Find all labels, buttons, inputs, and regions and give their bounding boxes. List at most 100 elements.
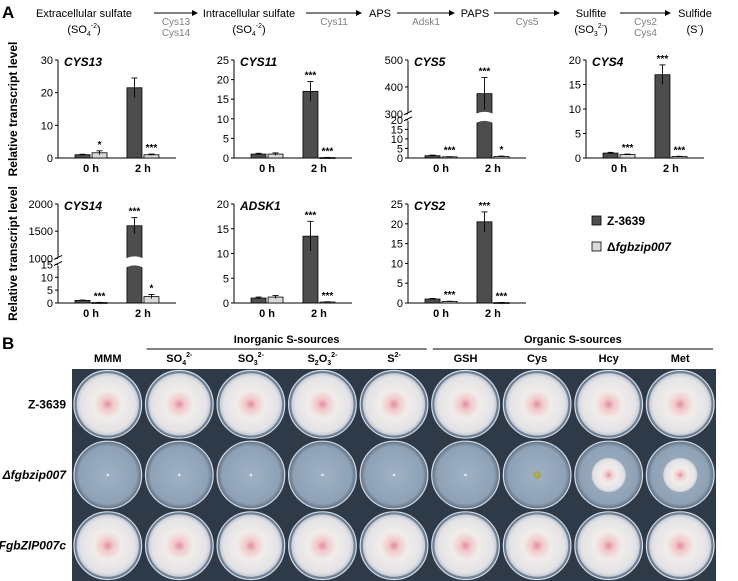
y-tick-label: 20	[41, 88, 53, 100]
petri-plate	[645, 369, 715, 439]
y-tick-label: 15	[217, 224, 229, 236]
legend-label: Δfgbzip007	[607, 240, 672, 254]
row-label: FgbZIP007c	[0, 539, 66, 553]
inoculum-dot	[249, 473, 253, 477]
column-label: Cys	[527, 353, 547, 365]
pathway-step: Intracellular sulfate	[203, 8, 295, 20]
pathway-arrowhead	[356, 10, 362, 16]
column-label: Met	[671, 353, 690, 365]
chart-title: CYS2	[414, 199, 446, 213]
significance-stars: ***	[322, 146, 334, 157]
pathway-step: Sulfide	[678, 8, 712, 20]
y-tick-label: 20	[569, 55, 581, 67]
row-label: Z-3639	[28, 397, 66, 411]
y-tick-label: 10	[41, 120, 53, 132]
significance-stars: *	[98, 140, 102, 151]
y-tick-label: 10	[391, 134, 403, 146]
chart-cys11: 0 5 10 15 20 25 CYS11 0 h 2 h *** ***	[217, 55, 352, 175]
group-label: Inorganic S-sources	[234, 334, 340, 346]
significance-stars: ***	[479, 66, 491, 77]
group-label: Organic S-sources	[524, 334, 622, 346]
legend-swatch	[591, 241, 602, 252]
chart-legend: Z-3639 Δfgbzip007	[591, 214, 672, 254]
petri-plate	[288, 440, 357, 510]
y-tick-label: 15	[41, 259, 53, 271]
mycelium-colony	[577, 514, 640, 577]
mycelium-colony	[649, 373, 712, 436]
pathway-enzyme: Cys14	[162, 28, 191, 39]
y-tick-label: 5	[47, 285, 53, 297]
y-tick-label: 10	[217, 114, 229, 126]
y-tick-label: 20	[391, 219, 403, 231]
y-tick-label: 0	[223, 153, 229, 165]
y-tick-label: 15	[569, 80, 581, 92]
bar	[619, 154, 636, 159]
chart-title: CYS5	[414, 55, 446, 69]
pathway-step: Sulfite	[576, 8, 607, 20]
pathway-step: Extracellular sulfate	[36, 8, 132, 20]
petri-plate	[574, 511, 644, 581]
significance-stars: ***	[479, 201, 491, 212]
mycelium-colony	[577, 373, 640, 436]
y-tick-label: 20	[217, 199, 229, 211]
y-tick-label: 500	[385, 55, 403, 67]
mycelium-colony	[219, 373, 283, 436]
petri-plate	[431, 369, 500, 439]
column-label: GSH	[454, 353, 478, 365]
pathway-formula: (S-)	[686, 23, 703, 36]
mycelium-colony	[291, 373, 354, 436]
column-label: Hcy	[599, 353, 620, 365]
x-tick-label: 0 h	[433, 308, 449, 320]
significance-stars: ***	[657, 54, 669, 65]
column-label: SO42-	[166, 352, 193, 367]
bar-break	[124, 256, 145, 268]
bar	[126, 87, 143, 159]
y-tick-label: 1000	[29, 253, 53, 265]
petri-plate	[502, 440, 572, 510]
yellow-colony	[533, 471, 541, 479]
mycelium-colony	[148, 514, 211, 577]
significance-stars: ***	[94, 291, 106, 302]
petri-plate	[502, 511, 572, 581]
petri-plate	[288, 369, 357, 439]
x-tick-label: 2 h	[663, 163, 679, 175]
inoculum-dot	[106, 473, 109, 477]
pathway-enzyme: Cys13	[162, 17, 191, 28]
y-tick-label: 400	[385, 82, 403, 94]
pathway-diagram: Extracellular sulfate (SO4-2) Intracellula…	[36, 8, 712, 39]
petri-plate	[431, 511, 500, 581]
y-tick-label: 30	[41, 55, 53, 67]
mycelium-colony	[649, 514, 712, 577]
x-tick-label: 0 h	[433, 163, 449, 175]
bar	[74, 154, 91, 159]
column-label: MMM	[94, 353, 122, 365]
significance-stars: ***	[305, 71, 317, 82]
y-tick-label: 0	[397, 153, 403, 165]
petri-plate	[288, 511, 357, 581]
petri-plate	[574, 440, 644, 510]
petri-plate	[144, 511, 214, 581]
y-tick-label: 5	[397, 143, 403, 155]
mycelium-colony	[219, 514, 283, 577]
x-tick-label: 2 h	[485, 308, 501, 320]
petri-plate	[73, 440, 143, 510]
mycelium-colony	[291, 514, 354, 577]
column-label: SO32-	[238, 352, 265, 367]
y-tick-label: 5	[223, 273, 229, 285]
legend-label: Z-3639	[607, 214, 645, 228]
y-tick-label: 10	[391, 258, 403, 270]
y-axis-label: Relative transcript level	[6, 186, 20, 321]
petri-plate	[645, 511, 715, 581]
significance-stars: ***	[444, 290, 456, 301]
chart-title: CYS4	[592, 55, 624, 69]
significance-stars: ***	[322, 291, 334, 302]
y-tick-label: 0	[575, 153, 581, 165]
pathway-arrowhead	[449, 10, 455, 16]
significance-stars: *	[150, 284, 154, 295]
legend-swatch	[591, 215, 602, 226]
chart-cys4: 0 5 10 15 20 CYS4 0 h *** 2 h *** ***	[569, 54, 704, 175]
bar	[476, 119, 493, 159]
inoculum-dot	[464, 473, 467, 477]
pathway-formula: (SO32-)	[574, 23, 607, 38]
petri-plate	[502, 369, 572, 439]
